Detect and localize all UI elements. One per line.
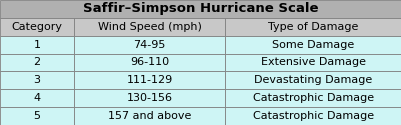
Bar [0, 0, 401, 18]
Text: Wind Speed (mph): Wind Speed (mph) [97, 22, 201, 32]
Bar [74, 71, 225, 89]
Text: Some Damage: Some Damage [272, 40, 354, 50]
Text: 2: 2 [34, 58, 41, 68]
Bar [74, 18, 225, 36]
Text: Catastrophic Damage: Catastrophic Damage [252, 93, 373, 103]
Bar [74, 107, 225, 125]
Text: Devastating Damage: Devastating Damage [254, 75, 372, 85]
Bar [74, 54, 225, 71]
Text: 4: 4 [34, 93, 41, 103]
Text: Extensive Damage: Extensive Damage [260, 58, 365, 68]
Text: Type of Damage: Type of Damage [268, 22, 358, 32]
Bar [74, 89, 225, 107]
Text: 5: 5 [34, 111, 41, 121]
Text: Catastrophic Damage: Catastrophic Damage [252, 111, 373, 121]
Bar [0, 18, 74, 36]
Bar [225, 36, 401, 54]
Bar [0, 107, 74, 125]
Bar [0, 71, 74, 89]
Bar [225, 54, 401, 71]
Text: 96-110: 96-110 [130, 58, 169, 68]
Text: 1: 1 [34, 40, 41, 50]
Bar [0, 54, 74, 71]
Text: 130-156: 130-156 [126, 93, 172, 103]
Bar [0, 36, 74, 54]
Bar [225, 89, 401, 107]
Text: Category: Category [12, 22, 63, 32]
Text: 111-129: 111-129 [126, 75, 172, 85]
Bar [225, 71, 401, 89]
Bar [74, 36, 225, 54]
Text: 157 and above: 157 and above [108, 111, 191, 121]
Text: Saffir–Simpson Hurricane Scale: Saffir–Simpson Hurricane Scale [83, 2, 318, 15]
Text: 3: 3 [34, 75, 41, 85]
Bar [0, 89, 74, 107]
Text: 74-95: 74-95 [133, 40, 166, 50]
Bar [225, 18, 401, 36]
Bar [225, 107, 401, 125]
